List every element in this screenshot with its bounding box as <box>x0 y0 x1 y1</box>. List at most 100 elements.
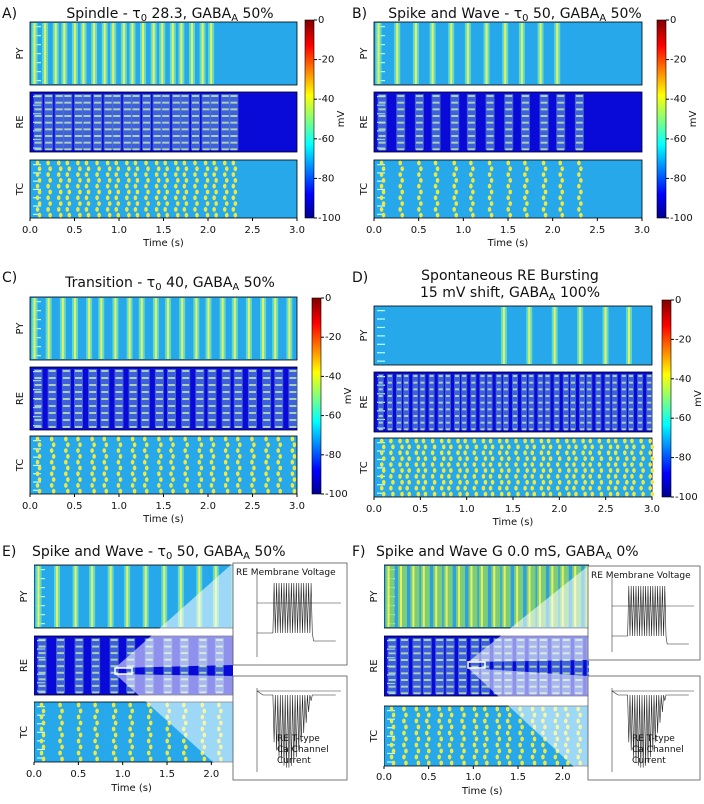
heatmap-stripe <box>37 166 42 172</box>
heatmap-stripe <box>481 462 486 467</box>
heatmap-stripe <box>127 652 135 655</box>
heatmap-stripe <box>554 408 559 411</box>
heatmap-stripe <box>441 444 446 450</box>
heatmap-stripe <box>563 401 568 404</box>
inset-label: RE T-type Ca Channel Current <box>632 734 684 766</box>
heatmap-stripe <box>451 148 459 151</box>
heatmap-stripe <box>275 419 283 421</box>
title-text: 40, GABA <box>162 275 233 291</box>
heatmap-stripe <box>113 720 118 726</box>
heatmap-stripe <box>606 485 611 491</box>
heatmap-stripe <box>148 756 153 762</box>
heatmap-stripe <box>465 468 469 473</box>
heatmap-stripe <box>451 135 459 137</box>
heatmap-stripe <box>389 754 394 760</box>
heatmap-stripe <box>513 388 517 391</box>
heatmap-stripe <box>88 298 91 359</box>
heatmap-stripe <box>641 479 645 485</box>
heatmap-stripe <box>275 370 283 372</box>
heatmap-stripe <box>225 442 230 448</box>
heatmap-stripe <box>415 141 423 144</box>
heatmap-stripe <box>480 421 485 424</box>
heatmap-stripe <box>503 421 508 424</box>
heatmap-stripe <box>581 462 585 467</box>
heatmap-stripe <box>529 665 537 668</box>
heatmap-stripe <box>391 760 396 766</box>
heatmap-stripe <box>468 566 478 627</box>
heatmap-stripe <box>48 426 56 428</box>
heatmap-stripe <box>379 207 384 212</box>
heatmap-stripe <box>183 744 188 750</box>
heatmap-stripe <box>638 381 643 384</box>
heatmap-background <box>373 437 653 498</box>
heatmap-stripe <box>64 483 68 488</box>
heatmap-stripe <box>590 444 595 450</box>
heatmap-stripe <box>67 201 72 207</box>
heatmap-stripe <box>381 178 386 183</box>
heatmap-stripe <box>420 381 425 384</box>
x-tick-label: 0.0 <box>26 769 42 780</box>
heatmap-stripe <box>113 101 121 104</box>
heatmap-stripe <box>391 456 395 462</box>
heatmap-stripe <box>181 108 189 111</box>
heatmap-stripe <box>154 160 159 166</box>
inset-label-line: RE Membrane Voltage <box>591 571 691 581</box>
heatmap-stripe <box>35 471 40 477</box>
heatmap-stripe <box>628 421 633 424</box>
heatmap-stripe <box>159 442 163 448</box>
heatmap-stripe <box>621 395 626 397</box>
heatmap-stripe <box>397 148 405 151</box>
heatmap-stripe <box>387 401 392 404</box>
heatmap-stripe <box>171 442 175 448</box>
heatmap-stripe <box>505 141 513 144</box>
heatmap-stripe <box>76 714 81 720</box>
heatmap-stripe <box>474 456 479 462</box>
heatmap-stripe <box>78 732 83 738</box>
heatmap-stripe <box>562 665 570 668</box>
heatmap-stripe <box>381 479 386 485</box>
heatmap-stripe <box>211 148 219 151</box>
heatmap-stripe <box>562 672 570 675</box>
heatmap-stripe <box>92 645 100 648</box>
heatmap-stripe <box>497 485 502 491</box>
heatmap-stripe <box>413 685 421 688</box>
colorbar-tick-label: -100 <box>318 213 341 224</box>
heatmap-stripe <box>563 428 568 431</box>
heatmap-stripe <box>208 391 216 393</box>
panel-title: Spontaneous RE Bursting <box>421 268 599 284</box>
heatmap-stripe <box>495 742 500 748</box>
heatmap-stripe <box>545 415 550 417</box>
heatmap-stripe <box>278 477 283 482</box>
heatmap-stripe <box>436 679 444 681</box>
heatmap-stripe <box>553 307 556 364</box>
heatmap-stripe <box>115 412 123 414</box>
heatmap-stripe <box>503 408 508 411</box>
heatmap-stripe <box>211 465 216 471</box>
heatmap-stripe <box>171 465 175 471</box>
heatmap-stripe <box>56 195 61 201</box>
heatmap-stripe <box>436 692 444 695</box>
heatmap-stripe <box>116 178 121 183</box>
heatmap-stripe <box>587 665 589 668</box>
heatmap-stripe <box>56 160 61 166</box>
heatmap-stripe <box>181 298 184 359</box>
heatmap-stripe <box>167 744 172 750</box>
heatmap-stripe <box>114 298 117 359</box>
heatmap-stripe <box>467 135 475 137</box>
heatmap-stripe <box>438 421 443 424</box>
heatmap-stripe <box>222 370 230 372</box>
heatmap-stripe <box>615 479 620 485</box>
heatmap-stripe <box>60 720 64 726</box>
heatmap-stripe <box>522 408 527 411</box>
heatmap-stripe <box>590 456 595 462</box>
heatmap-stripe <box>419 178 423 183</box>
heatmap-stripe <box>507 736 512 742</box>
heatmap-stripe <box>128 714 132 720</box>
heatmap-stripe <box>172 101 180 104</box>
heatmap-stripe <box>141 405 149 407</box>
heatmap-stripe <box>612 428 617 431</box>
heatmap-stripe <box>430 485 435 491</box>
heatmap-stripe <box>536 566 546 627</box>
heatmap-stripe <box>487 428 492 431</box>
heatmap-stripe <box>505 485 509 491</box>
